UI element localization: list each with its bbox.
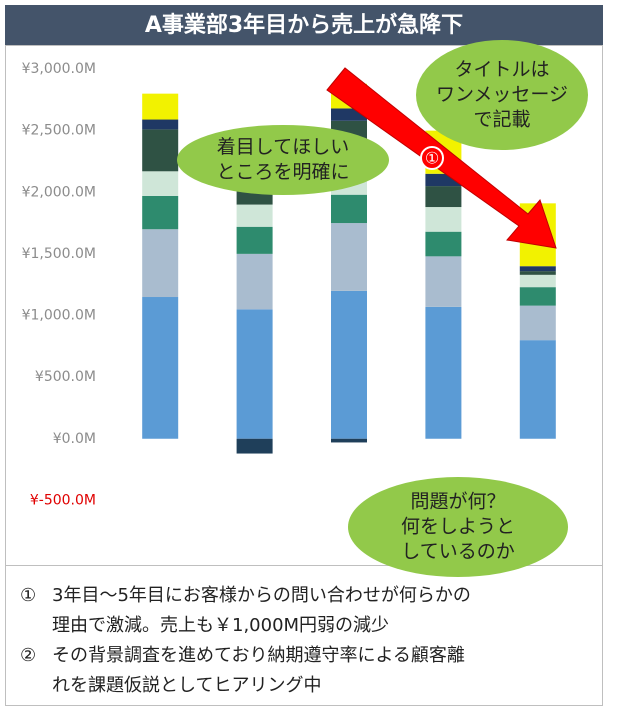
notes-frame	[5, 565, 603, 706]
bar-segment	[425, 231, 462, 257]
note-text: れを課題仮説としてヒアリング中	[52, 675, 321, 696]
bar-segment	[519, 271, 556, 275]
callout-text: 問題が何？	[410, 491, 505, 513]
callout-text: 何をしようと	[401, 516, 515, 538]
bar-segment	[236, 204, 273, 227]
y-tick-label: ¥1,000.0M	[22, 308, 96, 324]
bar-segment	[142, 119, 179, 130]
bar-segment	[236, 309, 273, 439]
bar-segment	[519, 266, 556, 272]
y-tick-label: ¥2,000.0M	[22, 184, 96, 200]
bar-segment	[142, 93, 179, 120]
bar-segment	[142, 195, 179, 230]
bar-segment	[425, 186, 462, 208]
y-tick-label: ¥3,000.0M	[22, 61, 96, 77]
bar-segment	[236, 226, 273, 254]
callout-text: タイトルは	[454, 59, 549, 81]
note-marker: ②	[20, 645, 36, 666]
bar-segment	[142, 229, 179, 298]
callout-text: ワンメッセージ	[436, 84, 568, 106]
note-marker: ①	[20, 585, 36, 606]
bar-segment	[331, 194, 367, 224]
callout-bubble	[177, 125, 389, 195]
bar-segment	[331, 223, 367, 291]
callout-bubble	[416, 40, 588, 150]
bar-segment	[519, 305, 556, 341]
bar-segment	[519, 274, 556, 288]
callout-text: ところを明確に	[216, 161, 349, 183]
bar-segment	[236, 438, 273, 454]
y-tick-label: ¥500.0M	[35, 369, 96, 385]
bar-segment	[142, 129, 179, 172]
arrow-badge	[420, 146, 444, 170]
bar-segment	[331, 438, 367, 443]
note-text: 3年目～5年目にお客様からの問い合わせが何らかの	[52, 585, 471, 606]
bar-segment	[142, 297, 179, 439]
bar-segment	[519, 340, 556, 439]
bar-segment	[236, 253, 273, 310]
callout-text: で記載	[473, 109, 530, 131]
y-tick-label: ¥0.0M	[53, 431, 96, 447]
bar-segment	[425, 207, 462, 232]
note-text: 理由で激減。売上も￥1,000M円弱の減少	[52, 615, 389, 636]
title-bar	[5, 5, 603, 45]
arrow-label: ①	[425, 149, 439, 168]
callout-text: しているのか	[401, 541, 514, 563]
y-tick-label: ¥2,500.0M	[22, 123, 96, 139]
callout-bubble	[348, 477, 568, 577]
bar-segment	[142, 171, 179, 196]
callout-text: 着目してほしい	[217, 136, 349, 158]
bar-segment	[331, 290, 367, 439]
bar-segment	[425, 306, 462, 439]
chart-title: A事業部3年目から売上が急降下	[145, 12, 463, 38]
y-tick-label: ¥-500.0M	[30, 492, 96, 508]
bar-segment	[425, 256, 462, 307]
note-text: その背景調査を進めており納期遵守率による顧客離	[52, 645, 465, 666]
bar-segment	[519, 287, 556, 306]
y-tick-label: ¥1,500.0M	[22, 246, 96, 262]
